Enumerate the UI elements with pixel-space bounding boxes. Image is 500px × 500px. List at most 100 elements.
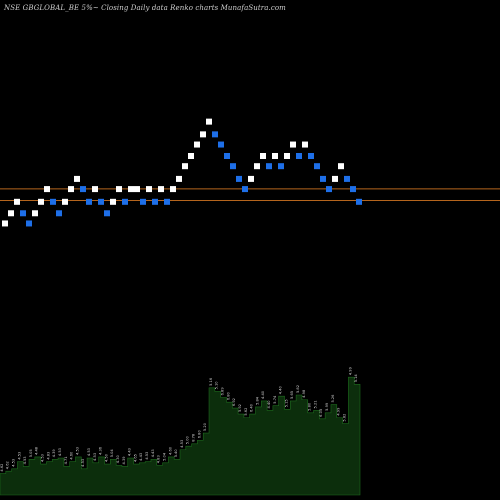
volume-label-36: 5.16 xyxy=(209,377,213,386)
volume-label-46: 4.40 xyxy=(267,400,271,409)
renko-brick-22 xyxy=(134,186,140,193)
volume-label-30: 5.40 xyxy=(174,449,178,458)
renko-brick-59 xyxy=(356,198,362,205)
volume-label-51: 5.82 xyxy=(296,385,300,393)
volume-label-23: 4.65 xyxy=(133,454,137,462)
renko-brick-26 xyxy=(158,186,164,193)
renko-brick-36 xyxy=(218,141,224,148)
volume-label-53: 5.80 xyxy=(308,402,312,411)
renko-brick-58 xyxy=(350,186,356,193)
volume-label-26: 4.43 xyxy=(151,449,155,457)
renko-brick-35 xyxy=(212,131,218,138)
volume-label-28: 5.04 xyxy=(162,452,166,461)
volume-label-3: 4.53 xyxy=(17,452,21,460)
renko-brick-56 xyxy=(338,163,344,170)
renko-brick-21 xyxy=(128,186,134,193)
renko-brick-46 xyxy=(278,163,284,170)
renko-brick-20 xyxy=(122,198,128,205)
volume-label-10: 4.53 xyxy=(58,448,62,456)
renko-brick-10 xyxy=(62,198,68,205)
volume-label-38: 6.89 xyxy=(221,387,225,396)
volume-label-52: 4.98 xyxy=(302,389,306,398)
volume-label-12: 4.60 xyxy=(70,451,74,460)
volume-label-33: 8.78 xyxy=(192,433,196,442)
volume-label-37: 5.10 xyxy=(215,381,219,390)
renko-brick-7 xyxy=(44,186,50,193)
volume-label-17: 4.36 xyxy=(99,446,103,455)
renko-brick-24 xyxy=(146,186,152,193)
renko-brick-2 xyxy=(14,198,20,205)
renko-brick-3 xyxy=(20,210,26,217)
volume-label-45: 4.40 xyxy=(261,390,265,399)
volume-label-9: 4.39 xyxy=(52,449,56,458)
renko-brick-27 xyxy=(164,198,170,205)
renko-brick-25 xyxy=(152,198,158,205)
renko-brick-52 xyxy=(314,163,320,170)
renko-brick-53 xyxy=(320,175,326,182)
renko-brick-23 xyxy=(140,198,146,205)
volume-label-16: 4.53 xyxy=(93,453,97,461)
renko-brick-57 xyxy=(344,175,350,182)
renko-brick-49 xyxy=(296,153,302,159)
volume-label-14: 4.53 xyxy=(81,459,85,467)
volume-label-15: 4.53 xyxy=(87,448,91,456)
volume-label-24: 4.43 xyxy=(139,453,143,461)
volume-label-58: 4.99 xyxy=(337,407,341,416)
chart-header: NSE GBGLOBAL_BE 5%~ Closing Daily data R… xyxy=(4,4,286,12)
volume-label-13: 4.53 xyxy=(75,447,79,455)
volume-label-19: 5.04 xyxy=(110,449,114,458)
renko-brick-12 xyxy=(74,175,80,182)
renko-brick-40 xyxy=(242,186,248,193)
renko-brick-17 xyxy=(104,210,110,217)
renko-brick-51 xyxy=(308,153,314,159)
renko-brick-45 xyxy=(272,153,278,159)
volume-label-59: 5.82 xyxy=(342,414,346,422)
volume-label-50: 5.65 xyxy=(290,391,294,399)
volume-label-47: 5.74 xyxy=(273,395,277,404)
volume-label-20: 4.30 xyxy=(116,455,120,464)
volume-label-29: 4.60 xyxy=(168,446,172,455)
renko-brick-9 xyxy=(56,210,62,217)
renko-brick-41 xyxy=(248,175,254,182)
renko-brick-44 xyxy=(266,163,272,170)
volume-label-56: 5.99 xyxy=(325,402,329,411)
volume-label-2: 4.53 xyxy=(12,459,16,467)
volume-label-22: 4.43 xyxy=(128,448,132,456)
volume-label-1: 4.62 xyxy=(6,461,10,469)
renko-brick-32 xyxy=(194,141,200,148)
renko-brick-50 xyxy=(302,141,308,148)
volume-label-40: 6.92 xyxy=(232,398,236,406)
renko-brick-34 xyxy=(206,118,212,125)
renko-brick-29 xyxy=(176,175,182,182)
volume-label-27: 4.83 xyxy=(157,455,161,463)
volume-label-35: 5.20 xyxy=(203,422,207,431)
renko-brick-15 xyxy=(92,186,98,193)
renko-brick-6 xyxy=(38,198,44,205)
renko-brick-5 xyxy=(32,210,38,217)
volume-label-21: 4.39 xyxy=(122,456,126,465)
renko-brick-19 xyxy=(116,186,122,193)
volume-label-5: 5.05 xyxy=(29,449,33,457)
renko-brick-54 xyxy=(326,186,332,193)
volume-label-0: 4.62 xyxy=(0,464,4,472)
renko-brick-37 xyxy=(224,153,230,159)
volume-label-32: 5.00 xyxy=(186,435,190,444)
renko-brick-43 xyxy=(260,153,266,159)
volume-label-8: 4.83 xyxy=(46,452,50,460)
volume-label-39: 6.80 xyxy=(226,391,230,400)
volume-label-49: 5.15 xyxy=(284,399,288,407)
renko-brick-0 xyxy=(2,220,8,227)
volume-label-43: 6.40 xyxy=(250,403,254,412)
renko-brick-13 xyxy=(80,186,86,193)
renko-brick-30 xyxy=(182,163,188,170)
renko-brick-1 xyxy=(8,210,14,217)
renko-brick-48 xyxy=(290,141,296,148)
renko-brick-11 xyxy=(68,186,74,193)
renko-brick-14 xyxy=(86,198,92,205)
volume-label-42: 5.62 xyxy=(244,408,248,416)
volume-label-6: 4.48 xyxy=(35,446,39,455)
renko-brick-55 xyxy=(332,175,338,182)
volume-label-18: 4.50 xyxy=(104,453,108,462)
renko-brick-39 xyxy=(236,175,242,182)
